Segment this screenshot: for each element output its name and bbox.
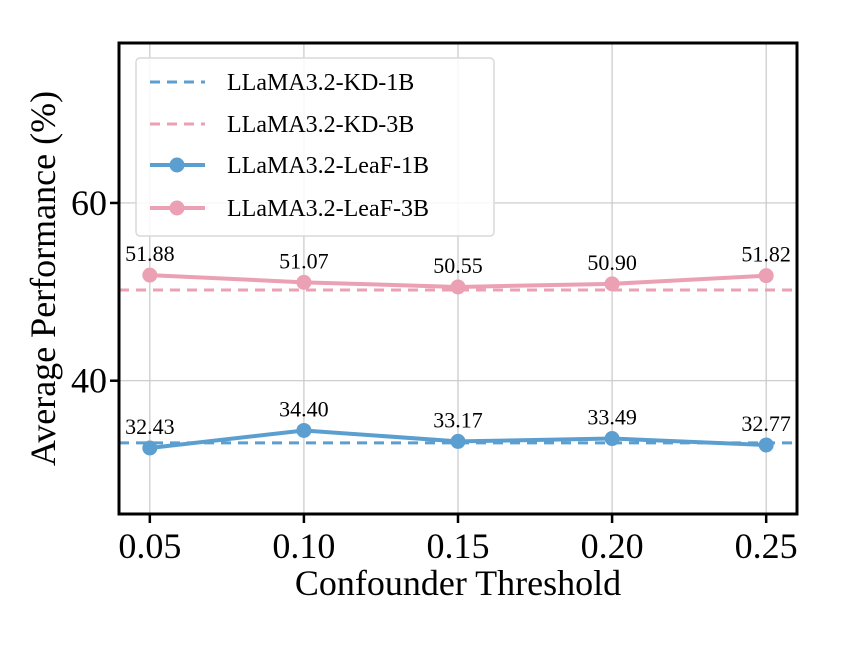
y-tick-label: 40 [71, 361, 107, 401]
data-label: 51.07 [279, 248, 329, 273]
data-point [604, 431, 620, 447]
data-point [604, 276, 620, 292]
x-tick-label: 0.25 [735, 526, 798, 566]
y-tick-label: 60 [71, 183, 107, 223]
data-point [758, 437, 774, 453]
y-axis-title: Average Performance (%) [23, 91, 63, 466]
data-point [142, 440, 158, 456]
data-label: 33.17 [433, 407, 483, 432]
legend-label: LLaMA3.2-KD-1B [227, 70, 414, 96]
data-label: 32.77 [741, 411, 791, 436]
x-tick-label: 0.10 [272, 526, 335, 566]
legend-marker [169, 200, 185, 216]
data-point [142, 267, 158, 283]
axis-ticks: 0.05 0.10 0.15 0.20 0.25 40 60 [71, 183, 798, 566]
x-tick-label: 0.20 [581, 526, 644, 566]
data-label: 51.88 [125, 241, 175, 266]
data-label: 33.49 [587, 405, 637, 430]
legend-label: LLaMA3.2-KD-3B [227, 112, 414, 138]
data-labels: 32.43 34.40 33.17 33.49 32.77 51.88 51.07 50.55… [125, 241, 791, 439]
data-point [296, 274, 312, 290]
plot-series [119, 267, 797, 456]
x-tick-label: 0.05 [118, 526, 181, 566]
data-label: 50.90 [587, 250, 637, 275]
data-label: 34.40 [279, 396, 329, 421]
legend-box [135, 57, 495, 237]
data-point [450, 433, 466, 449]
legend-label: LLaMA3.2-LeaF-3B [227, 196, 429, 222]
legend-marker [169, 157, 185, 173]
data-point [758, 268, 774, 284]
data-label: 51.82 [741, 242, 791, 267]
x-axis-title: Confounder Threshold [295, 563, 621, 603]
data-point [296, 422, 312, 438]
x-tick-label: 0.15 [427, 526, 490, 566]
data-label: 32.43 [125, 414, 175, 439]
data-point [450, 279, 466, 295]
legend-label: LLaMA3.2-LeaF-1B [227, 153, 429, 179]
legend: LLaMA3.2-KD-1B LLaMA3.2-KD-3B LLaMA3.2-Lea… [135, 57, 495, 237]
data-label: 50.55 [433, 253, 483, 278]
